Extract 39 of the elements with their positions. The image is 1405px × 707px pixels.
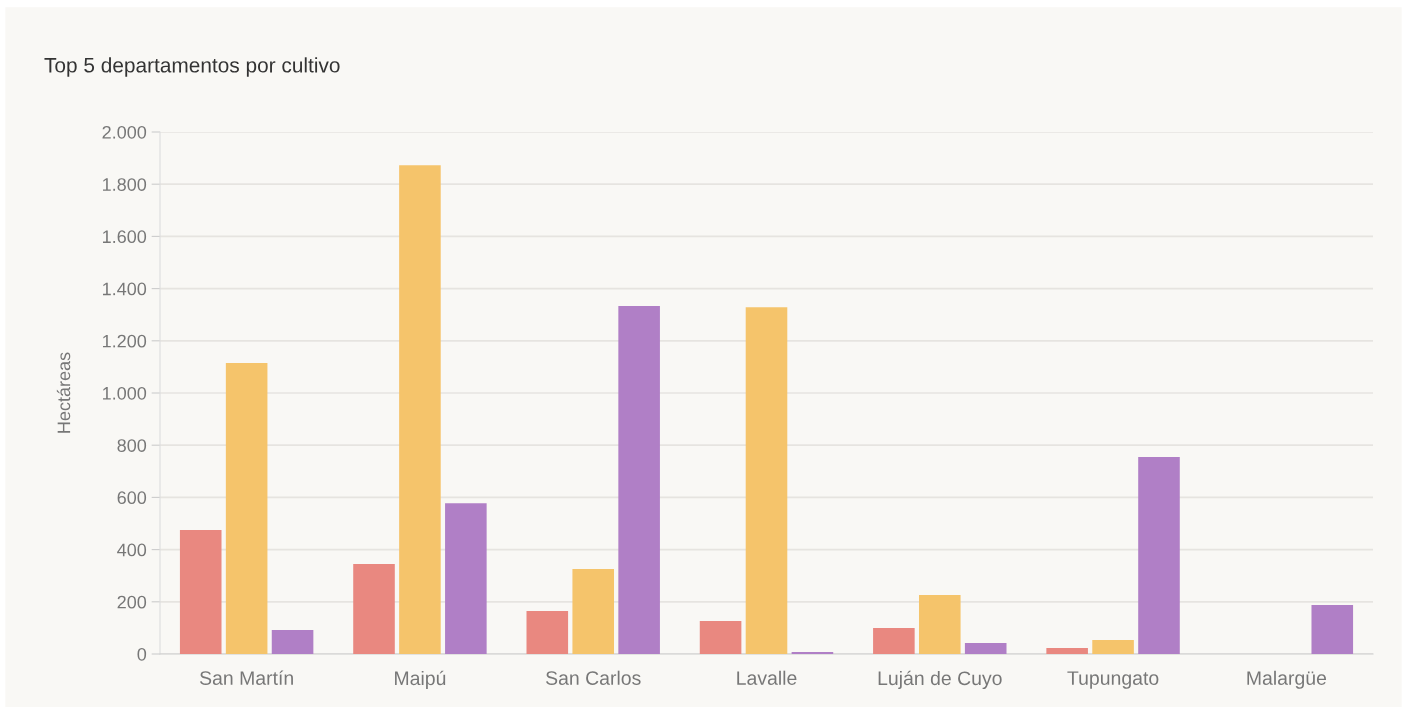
bar <box>445 503 487 654</box>
bar <box>873 627 915 654</box>
bar <box>1311 604 1354 654</box>
y-tick-label: 1.600 <box>103 230 147 244</box>
bar <box>1046 648 1088 654</box>
x-tick-label: Maipú <box>395 670 446 690</box>
bar <box>399 165 441 654</box>
y-tick-label: 200 <box>117 595 147 609</box>
chart-title: Top 5 departamentos por cultivo <box>44 57 340 77</box>
y-tick-label: 0 <box>137 647 147 661</box>
bar <box>526 610 569 654</box>
bar <box>225 362 268 654</box>
bar <box>964 643 1007 654</box>
bar <box>271 629 314 654</box>
y-axis-title: Hectáreas <box>56 352 71 433</box>
y-tick-label: 400 <box>117 543 147 557</box>
bar <box>918 595 961 654</box>
y-tick-label: 1.800 <box>103 178 147 191</box>
y-tick-label: 600 <box>117 491 147 505</box>
bar <box>699 621 742 654</box>
bar <box>572 568 615 654</box>
y-tick-label: 1.400 <box>103 282 147 296</box>
x-tick-label: Malargüe <box>1247 670 1327 689</box>
bar <box>353 563 395 654</box>
x-tick-label: Luján de Cuyo <box>878 670 1002 690</box>
y-tick-label: 800 <box>117 439 147 452</box>
y-tick-label: 1.000 <box>103 386 147 400</box>
x-tick-label: San Martín <box>199 670 293 685</box>
bar <box>179 530 222 654</box>
bar <box>1138 456 1180 654</box>
x-tick-label: San Carlos <box>546 670 641 685</box>
x-tick-label: Tupungato <box>1067 671 1159 689</box>
bar <box>1092 639 1134 654</box>
y-tick-label: 2.000 <box>102 125 147 139</box>
bar <box>618 306 660 654</box>
bar <box>791 651 834 654</box>
x-tick-label: Lavalle <box>737 670 797 685</box>
bar <box>745 307 788 654</box>
y-tick-label: 1.200 <box>103 334 147 348</box>
